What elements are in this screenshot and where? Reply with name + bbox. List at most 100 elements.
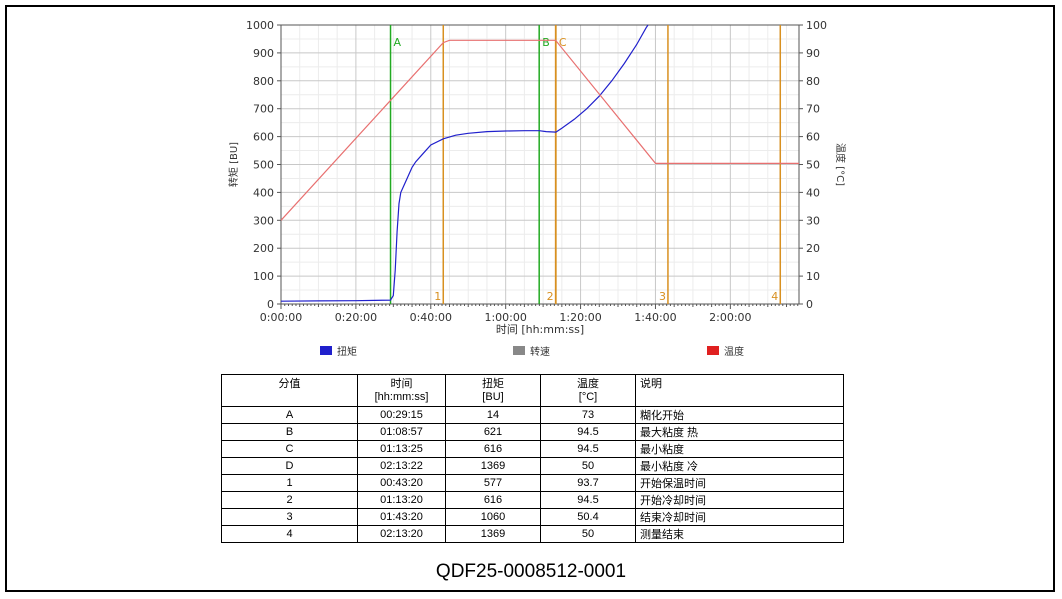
- table-cell: 开始保温时间: [635, 474, 844, 492]
- table-cell: 621: [445, 423, 541, 441]
- x-tick-label: 0:20:00: [335, 311, 377, 324]
- y-left-tick-label: 600: [253, 131, 274, 144]
- column-header: 时间: [357, 374, 446, 391]
- table-cell: 最小粘度: [635, 440, 844, 458]
- table-cell: 616: [445, 440, 541, 458]
- column-unit: [hh:mm:ss]: [357, 391, 446, 407]
- legend-swatch: [513, 346, 525, 355]
- table-row: 4 02:13:20 1369 50 测量结束: [221, 525, 844, 543]
- table-cell: 01:13:20: [357, 491, 446, 509]
- table-cell: 开始冷却时间: [635, 491, 844, 509]
- table-cell: 577: [445, 474, 541, 492]
- marker-label-A: A: [394, 36, 402, 49]
- y-left-tick-label: 800: [253, 75, 274, 88]
- table-cell: D: [221, 457, 358, 475]
- legend-item: 温度: [707, 343, 744, 358]
- y-left-tick-label: 1000: [246, 19, 274, 32]
- table-cell: 94.5: [540, 440, 636, 458]
- table-cell: 50.4: [540, 508, 636, 526]
- y-right-tick-label: 100: [806, 19, 827, 32]
- table-cell: C: [221, 440, 358, 458]
- marker-label-B: B: [542, 36, 550, 49]
- y-right-tick-label: 30: [806, 214, 820, 227]
- table-cell: 最大粘度 热: [635, 423, 844, 441]
- results-table: 分值 时间 扭矩 温度 说明 [hh:mm:ss] [BU] [°C] A 00:29:15 1…: [221, 374, 844, 543]
- table-cell: 02:13:20: [357, 525, 446, 543]
- column-unit: [221, 391, 358, 407]
- table-cell: 00:29:15: [357, 406, 446, 424]
- page-frame: [5, 5, 1055, 592]
- table-cell: 616: [445, 491, 541, 509]
- table-cell: 01:08:57: [357, 423, 446, 441]
- legend-swatch: [320, 346, 332, 355]
- column-header: 说明: [635, 374, 844, 391]
- table-cell: 1369: [445, 457, 541, 475]
- x-tick-label: 1:00:00: [484, 311, 526, 324]
- table-cell: 结束冷却时间: [635, 508, 844, 526]
- x-tick-label: 0:00:00: [260, 311, 302, 324]
- viscosity-chart: 0 100 200 300 400 500 600 700 800 900 1000 0 10 20 30 4…: [227, 19, 847, 336]
- table-cell: 4: [221, 525, 358, 543]
- table-cell: 1: [221, 474, 358, 492]
- table-cell: 3: [221, 508, 358, 526]
- marker-label-2: 2: [547, 290, 554, 303]
- column-header: 扭矩: [445, 374, 541, 391]
- y-left-tick-label: 300: [253, 214, 274, 227]
- table-row: 1 00:43:20 577 93.7 开始保温时间: [221, 474, 844, 492]
- table-cell: 50: [540, 525, 636, 543]
- table-cell: 01:43:20: [357, 508, 446, 526]
- x-tick-label: 0:40:00: [410, 311, 452, 324]
- table-cell: 02:13:22: [357, 457, 446, 475]
- column-header: 温度: [540, 374, 636, 391]
- table-cell: 最小粘度 冷: [635, 457, 844, 475]
- table-row: D 02:13:22 1369 50 最小粘度 冷: [221, 457, 844, 475]
- document-id: QDF25-0008512-0001: [435, 561, 627, 582]
- table-cell: 94.5: [540, 491, 636, 509]
- y-left-axis-label: 转矩 [BU]: [227, 142, 240, 187]
- table-cell: 糊化开始: [635, 406, 844, 424]
- table-row: 3 01:43:20 1060 50.4 结束冷却时间: [221, 508, 844, 526]
- table-cell: 14: [445, 406, 541, 424]
- table-cell: 2: [221, 491, 358, 509]
- chart-legend: 扭矩 转速 温度: [0, 343, 1062, 363]
- legend-label: 温度: [724, 347, 744, 358]
- y-right-tick-label: 50: [806, 159, 820, 172]
- series-line-温度: [280, 39, 799, 221]
- y-right-tick-label: 20: [806, 242, 820, 255]
- y-right-tick-label: 70: [806, 103, 820, 116]
- x-tick-label: 1:20:00: [559, 311, 601, 324]
- marker-label-4: 4: [771, 290, 778, 303]
- y-right-tick-label: 90: [806, 47, 820, 60]
- marker-label-1: 1: [434, 290, 441, 303]
- column-unit: [BU]: [445, 391, 541, 407]
- y-right-tick-label: 0: [806, 298, 813, 311]
- x-axis-label: 时间 [hh:mm:ss]: [496, 323, 584, 336]
- y-right-tick-label: 80: [806, 75, 820, 88]
- column-unit: [°C]: [540, 391, 636, 407]
- x-tick-label: 1:40:00: [634, 311, 676, 324]
- table-cell: 73: [540, 406, 636, 424]
- table-cell: 00:43:20: [357, 474, 446, 492]
- table-cell: 测量结束: [635, 525, 844, 543]
- y-right-tick-label: 10: [806, 270, 820, 283]
- table-subheader-row: [hh:mm:ss] [BU] [°C]: [221, 391, 844, 407]
- column-unit: [635, 391, 844, 407]
- table-cell: B: [221, 423, 358, 441]
- legend-label: 扭矩: [337, 347, 357, 358]
- table-cell: 93.7: [540, 474, 636, 492]
- table-cell: 94.5: [540, 423, 636, 441]
- y-left-tick-label: 100: [253, 270, 274, 283]
- series-line-扭矩: [280, 24, 649, 302]
- legend-swatch: [707, 346, 719, 355]
- y-left-tick-label: 200: [253, 242, 274, 255]
- y-left-tick-label: 0: [267, 298, 274, 311]
- table-cell: 50: [540, 457, 636, 475]
- table-cell: A: [221, 406, 358, 424]
- table-cell: 1369: [445, 525, 541, 543]
- table-row: 2 01:13:20 616 94.5 开始冷却时间: [221, 491, 844, 509]
- y-left-tick-label: 900: [253, 47, 274, 60]
- table-row: C 01:13:25 616 94.5 最小粘度: [221, 440, 844, 458]
- y-right-tick-label: 60: [806, 131, 820, 144]
- table-row: B 01:08:57 621 94.5 最大粘度 热: [221, 423, 844, 441]
- y-right-axis-label: 温度 [°C]: [834, 143, 847, 186]
